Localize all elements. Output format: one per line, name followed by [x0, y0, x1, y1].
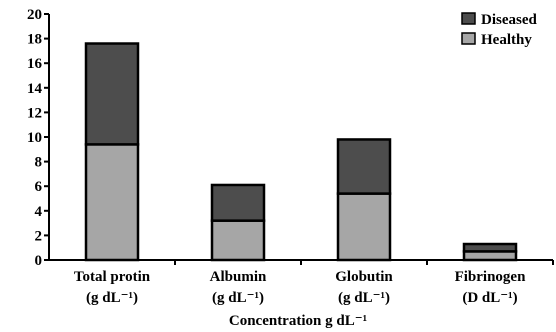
bar-segment-healthy — [84, 143, 140, 262]
legend-label-healthy: Healthy — [481, 32, 532, 48]
y-tick-label: 6 — [35, 179, 43, 195]
x-category-label: Globutin — [335, 269, 393, 285]
bar-segment-healthy — [336, 192, 392, 262]
bar-segment-diseased — [84, 42, 140, 146]
legend: Diseased Healthy — [461, 12, 537, 48]
y-tick-label: 16 — [27, 56, 43, 72]
x-category-label: Total protin — [74, 269, 151, 285]
y-tick-label: 8 — [35, 155, 43, 171]
x-category-unit-label: (g dL⁻¹) — [86, 290, 138, 306]
x-category-unit-label: (g dL⁻¹) — [212, 290, 264, 306]
bars — [84, 42, 518, 262]
legend-swatch-healthy — [461, 32, 476, 45]
legend-swatch-diseased — [461, 12, 476, 25]
x-category-unit-label: (g dL⁻¹) — [338, 290, 390, 306]
x-category-label: Fibrinogen — [455, 269, 526, 285]
y-tick-label: 4 — [35, 204, 43, 220]
y-tick-label: 20 — [27, 7, 42, 23]
axes: 0 2 4 6 8 10 12 14 16 18 20 Total protin (g dL⁻¹) Alb… — [27, 7, 554, 306]
bar-segment-diseased — [336, 138, 392, 195]
y-tick-label: 14 — [27, 81, 43, 97]
bar-segment-diseased — [210, 183, 266, 222]
y-tick-label: 18 — [27, 32, 42, 48]
x-axis-title: Concentration g dL⁻¹ — [229, 313, 367, 329]
y-tick-label: 2 — [35, 228, 43, 244]
x-category-unit-label: (D dL⁻¹) — [462, 290, 517, 306]
y-tick-label: 12 — [27, 105, 42, 121]
y-tick-label: 0 — [35, 253, 43, 269]
bar-segment-diseased — [462, 242, 518, 253]
y-tick-label: 10 — [27, 130, 42, 146]
bar-segment-healthy — [210, 219, 266, 262]
bar-segment-healthy — [462, 250, 518, 262]
legend-label-diseased: Diseased — [481, 12, 537, 28]
x-category-label: Albumin — [210, 269, 267, 285]
